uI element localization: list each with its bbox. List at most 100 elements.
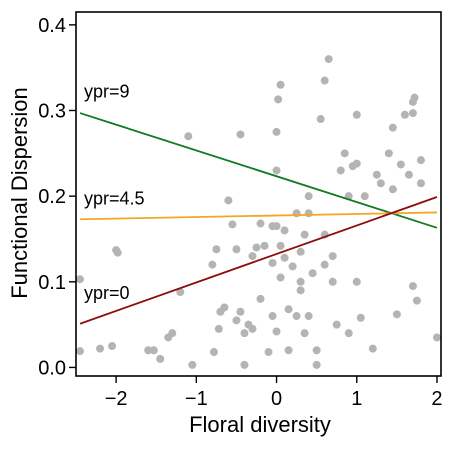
data-point bbox=[388, 123, 397, 132]
data-point bbox=[292, 312, 301, 321]
data-point bbox=[288, 262, 297, 271]
plot-frame bbox=[75, 11, 442, 377]
x-tick-label: 2 bbox=[431, 388, 442, 410]
series-line-ypr-4-5 bbox=[79, 211, 438, 221]
data-point bbox=[336, 166, 345, 175]
data-point bbox=[228, 220, 237, 229]
series-line-ypr-9 bbox=[79, 112, 438, 229]
x-axis-title: Floral diversity bbox=[189, 412, 331, 437]
data-point bbox=[352, 159, 361, 168]
data-point bbox=[416, 179, 425, 188]
data-point bbox=[220, 303, 229, 312]
data-point bbox=[312, 360, 321, 369]
data-point bbox=[276, 80, 285, 89]
data-point bbox=[240, 329, 249, 338]
data-point bbox=[188, 360, 197, 369]
data-point bbox=[208, 260, 217, 269]
data-point bbox=[232, 316, 241, 325]
data-point bbox=[376, 179, 385, 188]
data-point bbox=[284, 346, 293, 355]
y-tick-label: 0.0 bbox=[38, 357, 66, 379]
data-point bbox=[276, 273, 285, 282]
data-point bbox=[240, 360, 249, 369]
data-point bbox=[324, 55, 333, 64]
data-point bbox=[292, 209, 301, 218]
x-tick-label: −1 bbox=[185, 388, 208, 410]
data-point bbox=[296, 247, 305, 256]
data-point bbox=[96, 344, 105, 353]
data-point bbox=[392, 310, 401, 319]
data-point bbox=[296, 277, 305, 286]
data-point bbox=[256, 294, 265, 303]
data-point bbox=[214, 324, 223, 333]
data-point bbox=[312, 346, 321, 355]
data-point bbox=[384, 149, 393, 158]
series-label-ypr-0: ypr=0 bbox=[84, 283, 130, 303]
data-point bbox=[410, 93, 419, 102]
y-tick-label: 0.4 bbox=[38, 15, 66, 37]
data-point bbox=[396, 160, 405, 169]
x-tick-label: 0 bbox=[271, 388, 282, 410]
data-point bbox=[260, 241, 269, 250]
data-point bbox=[320, 260, 329, 269]
data-point bbox=[408, 282, 417, 291]
data-point bbox=[284, 305, 293, 314]
data-point bbox=[268, 312, 277, 321]
data-point bbox=[408, 109, 417, 118]
data-point bbox=[248, 252, 257, 261]
data-point bbox=[332, 320, 341, 329]
data-point bbox=[272, 327, 281, 336]
data-point bbox=[232, 245, 241, 254]
data-point bbox=[256, 219, 265, 228]
data-point bbox=[412, 296, 421, 305]
data-point bbox=[236, 307, 245, 316]
data-point bbox=[320, 76, 329, 85]
regression-lines: ypr=9 ypr=4.5 ypr=0 bbox=[79, 82, 438, 325]
plot-area bbox=[76, 55, 441, 369]
data-point bbox=[372, 170, 381, 179]
data-point bbox=[236, 130, 245, 139]
data-point bbox=[328, 252, 337, 261]
data-point bbox=[352, 110, 361, 119]
data-point bbox=[300, 329, 309, 338]
data-point bbox=[360, 192, 369, 201]
data-point bbox=[432, 333, 441, 342]
data-point bbox=[304, 209, 313, 218]
data-point bbox=[316, 115, 325, 124]
data-point bbox=[248, 324, 257, 333]
series-label-ypr-4-5: ypr=4.5 bbox=[84, 189, 145, 209]
data-point bbox=[272, 166, 281, 175]
data-point bbox=[344, 329, 353, 338]
data-point bbox=[276, 241, 285, 250]
data-point bbox=[400, 110, 409, 119]
plot-border bbox=[75, 11, 442, 377]
data-point bbox=[328, 277, 337, 286]
data-point bbox=[304, 192, 313, 201]
data-point bbox=[176, 288, 185, 297]
data-point bbox=[356, 313, 365, 322]
data-point bbox=[304, 312, 313, 321]
data-point bbox=[184, 132, 193, 141]
data-point bbox=[274, 95, 283, 104]
data-point bbox=[308, 269, 317, 278]
x-tick-label: −2 bbox=[105, 388, 128, 410]
data-point bbox=[76, 275, 85, 284]
data-point bbox=[296, 286, 305, 295]
data-point bbox=[416, 156, 425, 165]
data-point bbox=[224, 196, 233, 205]
data-point bbox=[268, 258, 277, 267]
series-line-ypr-0 bbox=[79, 196, 438, 325]
data-point bbox=[113, 248, 122, 257]
y-tick-label: 0.1 bbox=[38, 272, 66, 294]
data-point bbox=[209, 348, 218, 357]
data-point bbox=[144, 346, 153, 355]
data-point bbox=[340, 149, 349, 158]
data-point bbox=[252, 243, 261, 252]
data-point bbox=[280, 253, 289, 262]
x-tick-label: 1 bbox=[351, 388, 362, 410]
y-tick-label: 0.2 bbox=[38, 186, 66, 208]
series-label-ypr-9: ypr=9 bbox=[84, 82, 130, 102]
data-point bbox=[300, 230, 309, 239]
data-point bbox=[368, 344, 377, 353]
